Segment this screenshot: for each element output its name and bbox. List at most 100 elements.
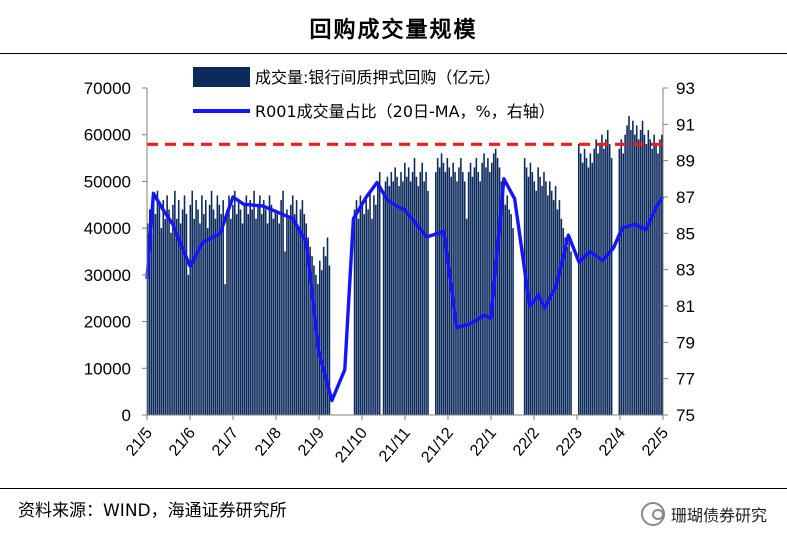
- volume-bar: [278, 223, 280, 415]
- volume-bar: [659, 139, 661, 415]
- volume-bar: [376, 186, 379, 415]
- volume-bar: [502, 190, 505, 415]
- volume-bar: [593, 148, 596, 415]
- volume-bar: [214, 218, 217, 415]
- volume-bar: [218, 204, 221, 415]
- volume-bar: [216, 195, 219, 415]
- volume-bar: [259, 195, 261, 415]
- volume-bar: [535, 190, 538, 415]
- volume-bar: [280, 200, 282, 415]
- volume-bar: [160, 228, 163, 415]
- right-tick-label: 79: [676, 333, 695, 352]
- volume-bar: [150, 232, 153, 415]
- volume-bar: [601, 134, 603, 415]
- volume-bar: [512, 228, 514, 415]
- volume-bar: [531, 172, 534, 415]
- volume-bar: [286, 209, 288, 415]
- left-tick-label: 30000: [84, 266, 131, 285]
- volume-bar: [545, 181, 547, 415]
- left-tick-label: 10000: [84, 359, 131, 378]
- volume-bar: [253, 190, 255, 415]
- volume-bar: [603, 148, 605, 415]
- volume-bar: [201, 195, 203, 415]
- volume-bar: [212, 209, 215, 415]
- volume-bar: [568, 242, 570, 415]
- x-tick-label: 22/3: [553, 425, 586, 460]
- volume-bar: [421, 162, 424, 415]
- title-divider: [0, 53, 787, 54]
- volume-bar: [237, 200, 240, 415]
- volume-bar: [295, 200, 298, 415]
- volume-bar: [174, 190, 176, 415]
- volume-bar: [404, 162, 406, 415]
- volume-bar: [643, 134, 646, 415]
- volume-bar: [204, 200, 207, 415]
- volume-bar: [305, 223, 308, 415]
- volume-bar: [566, 246, 568, 415]
- volume-bar: [425, 172, 427, 415]
- volume-bar: [446, 158, 449, 415]
- volume-bar: [147, 223, 149, 415]
- repo-volume-chart: 0 10000 20000 30000 40000 50000 60000 70000 75 77…: [84, 67, 695, 466]
- volume-bar: [606, 130, 609, 415]
- volume-bar: [367, 209, 369, 415]
- volume-bar: [168, 209, 170, 415]
- volume-bar: [384, 181, 387, 415]
- volume-bar: [483, 153, 485, 415]
- left-tick-label: 50000: [84, 172, 131, 191]
- volume-bar: [481, 162, 483, 415]
- volume-bar: [386, 176, 389, 415]
- volume-bar: [635, 125, 638, 416]
- volume-bar: [510, 214, 512, 415]
- volume-bar: [203, 214, 205, 415]
- volume-bar: [245, 195, 248, 415]
- volume-bar: [479, 181, 481, 415]
- volume-bar: [390, 172, 393, 415]
- volume-bar: [595, 139, 597, 415]
- volume-bar: [307, 237, 309, 415]
- x-tick-label: 22/2: [510, 425, 543, 460]
- volume-bar: [558, 200, 561, 415]
- volume-bar: [570, 251, 572, 415]
- volume-bar: [290, 204, 292, 415]
- volume-bar: [624, 134, 626, 415]
- volume-bar: [407, 167, 410, 415]
- volume-bar: [597, 153, 599, 415]
- volume-bar: [261, 214, 263, 415]
- volume-bar: [276, 214, 279, 415]
- volume-bar: [262, 200, 265, 415]
- volume-bar: [230, 218, 232, 415]
- volume-bar: [228, 195, 230, 415]
- right-tick-label: 91: [676, 115, 695, 134]
- volume-bar: [189, 204, 192, 415]
- volume-bar: [363, 214, 366, 415]
- x-tick-label: 21/7: [209, 425, 242, 460]
- volume-bar: [442, 162, 445, 415]
- volume-bar: [239, 209, 242, 415]
- volume-bar: [477, 172, 480, 415]
- volume-bar: [293, 214, 296, 415]
- volume-bar: [400, 172, 402, 415]
- volume-bar: [197, 209, 199, 415]
- volume-bar: [475, 158, 478, 415]
- watermark: 珊瑚债券研究: [640, 502, 767, 526]
- volume-bar: [235, 214, 238, 415]
- volume-bar: [187, 274, 190, 415]
- volume-bar: [303, 214, 306, 415]
- volume-bar: [220, 214, 223, 415]
- volume-bar: [618, 148, 621, 415]
- volume-bar: [195, 200, 197, 415]
- volume-bar: [324, 256, 327, 415]
- volume-bar: [409, 181, 412, 415]
- volume-bar: [181, 209, 184, 415]
- volume-bar: [655, 144, 657, 415]
- volume-bar: [427, 190, 429, 415]
- volume-bar: [369, 190, 371, 415]
- volume-bar: [628, 116, 630, 415]
- source-note: 资料来源：WIND，海通证券研究所: [18, 501, 287, 521]
- volume-bar: [154, 214, 157, 415]
- volume-bar: [177, 200, 180, 415]
- volume-bar: [320, 270, 323, 415]
- volume-bar: [264, 209, 267, 415]
- volume-bar: [456, 181, 458, 415]
